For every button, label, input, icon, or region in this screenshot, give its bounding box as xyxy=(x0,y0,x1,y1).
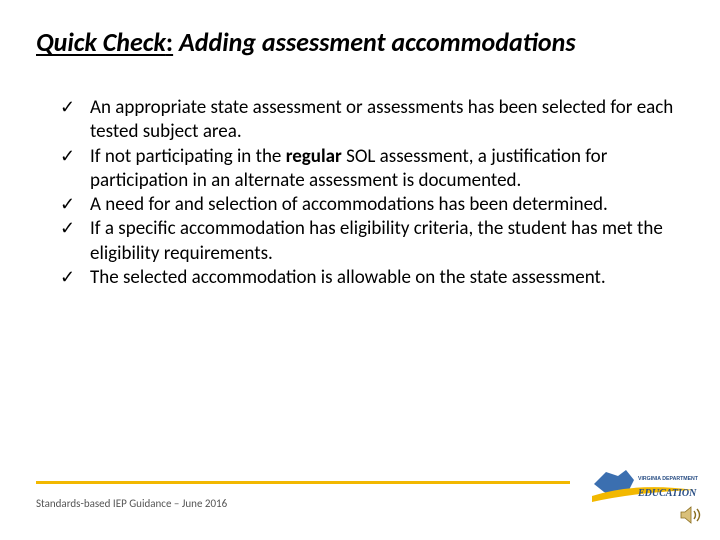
checklist-item: ✓ If a specific accommodation has eligib… xyxy=(60,217,684,266)
checkmark-icon: ✓ xyxy=(60,145,75,168)
checklist-item: ✓ The selected accommodation is allowabl… xyxy=(60,266,684,290)
footer-rule xyxy=(36,481,570,484)
slide-title: Quick Check: Adding assessment accommoda… xyxy=(36,28,684,58)
title-rest: Adding assessment accommodations xyxy=(173,26,575,58)
checkmark-icon: ✓ xyxy=(60,217,75,240)
svg-text:VIRGINIA DEPARTMENT OF: VIRGINIA DEPARTMENT OF xyxy=(638,476,698,482)
svg-text:EDUCATION: EDUCATION xyxy=(637,488,697,499)
checklist-text: The selected accommodation is allowable … xyxy=(90,266,606,289)
checklist-text: If a specific accommodation has eligibil… xyxy=(90,217,663,264)
footer-text: Standards-based IEP Guidance – June 2016 xyxy=(36,497,227,510)
checkmark-icon: ✓ xyxy=(60,96,75,119)
sound-icon xyxy=(678,502,704,528)
title-prefix: Quick Check: xyxy=(36,26,173,58)
checkmark-icon: ✓ xyxy=(60,193,75,216)
checklist-item: ✓ If not participating in the regular SO… xyxy=(60,145,684,194)
checkmark-icon: ✓ xyxy=(60,266,75,289)
checklist-item: ✓ An appropriate state assessment or ass… xyxy=(60,96,684,145)
checklist-item: ✓ A need for and selection of accommodat… xyxy=(60,193,684,217)
checklist-text: An appropriate state assessment or asses… xyxy=(90,96,673,143)
checklist-text: If not participating in the regular SOL … xyxy=(90,145,607,192)
checklist-text: A need for and selection of accommodatio… xyxy=(90,193,608,216)
slide: Quick Check: Adding assessment accommoda… xyxy=(0,0,720,540)
checklist: ✓ An appropriate state assessment or ass… xyxy=(36,96,684,291)
